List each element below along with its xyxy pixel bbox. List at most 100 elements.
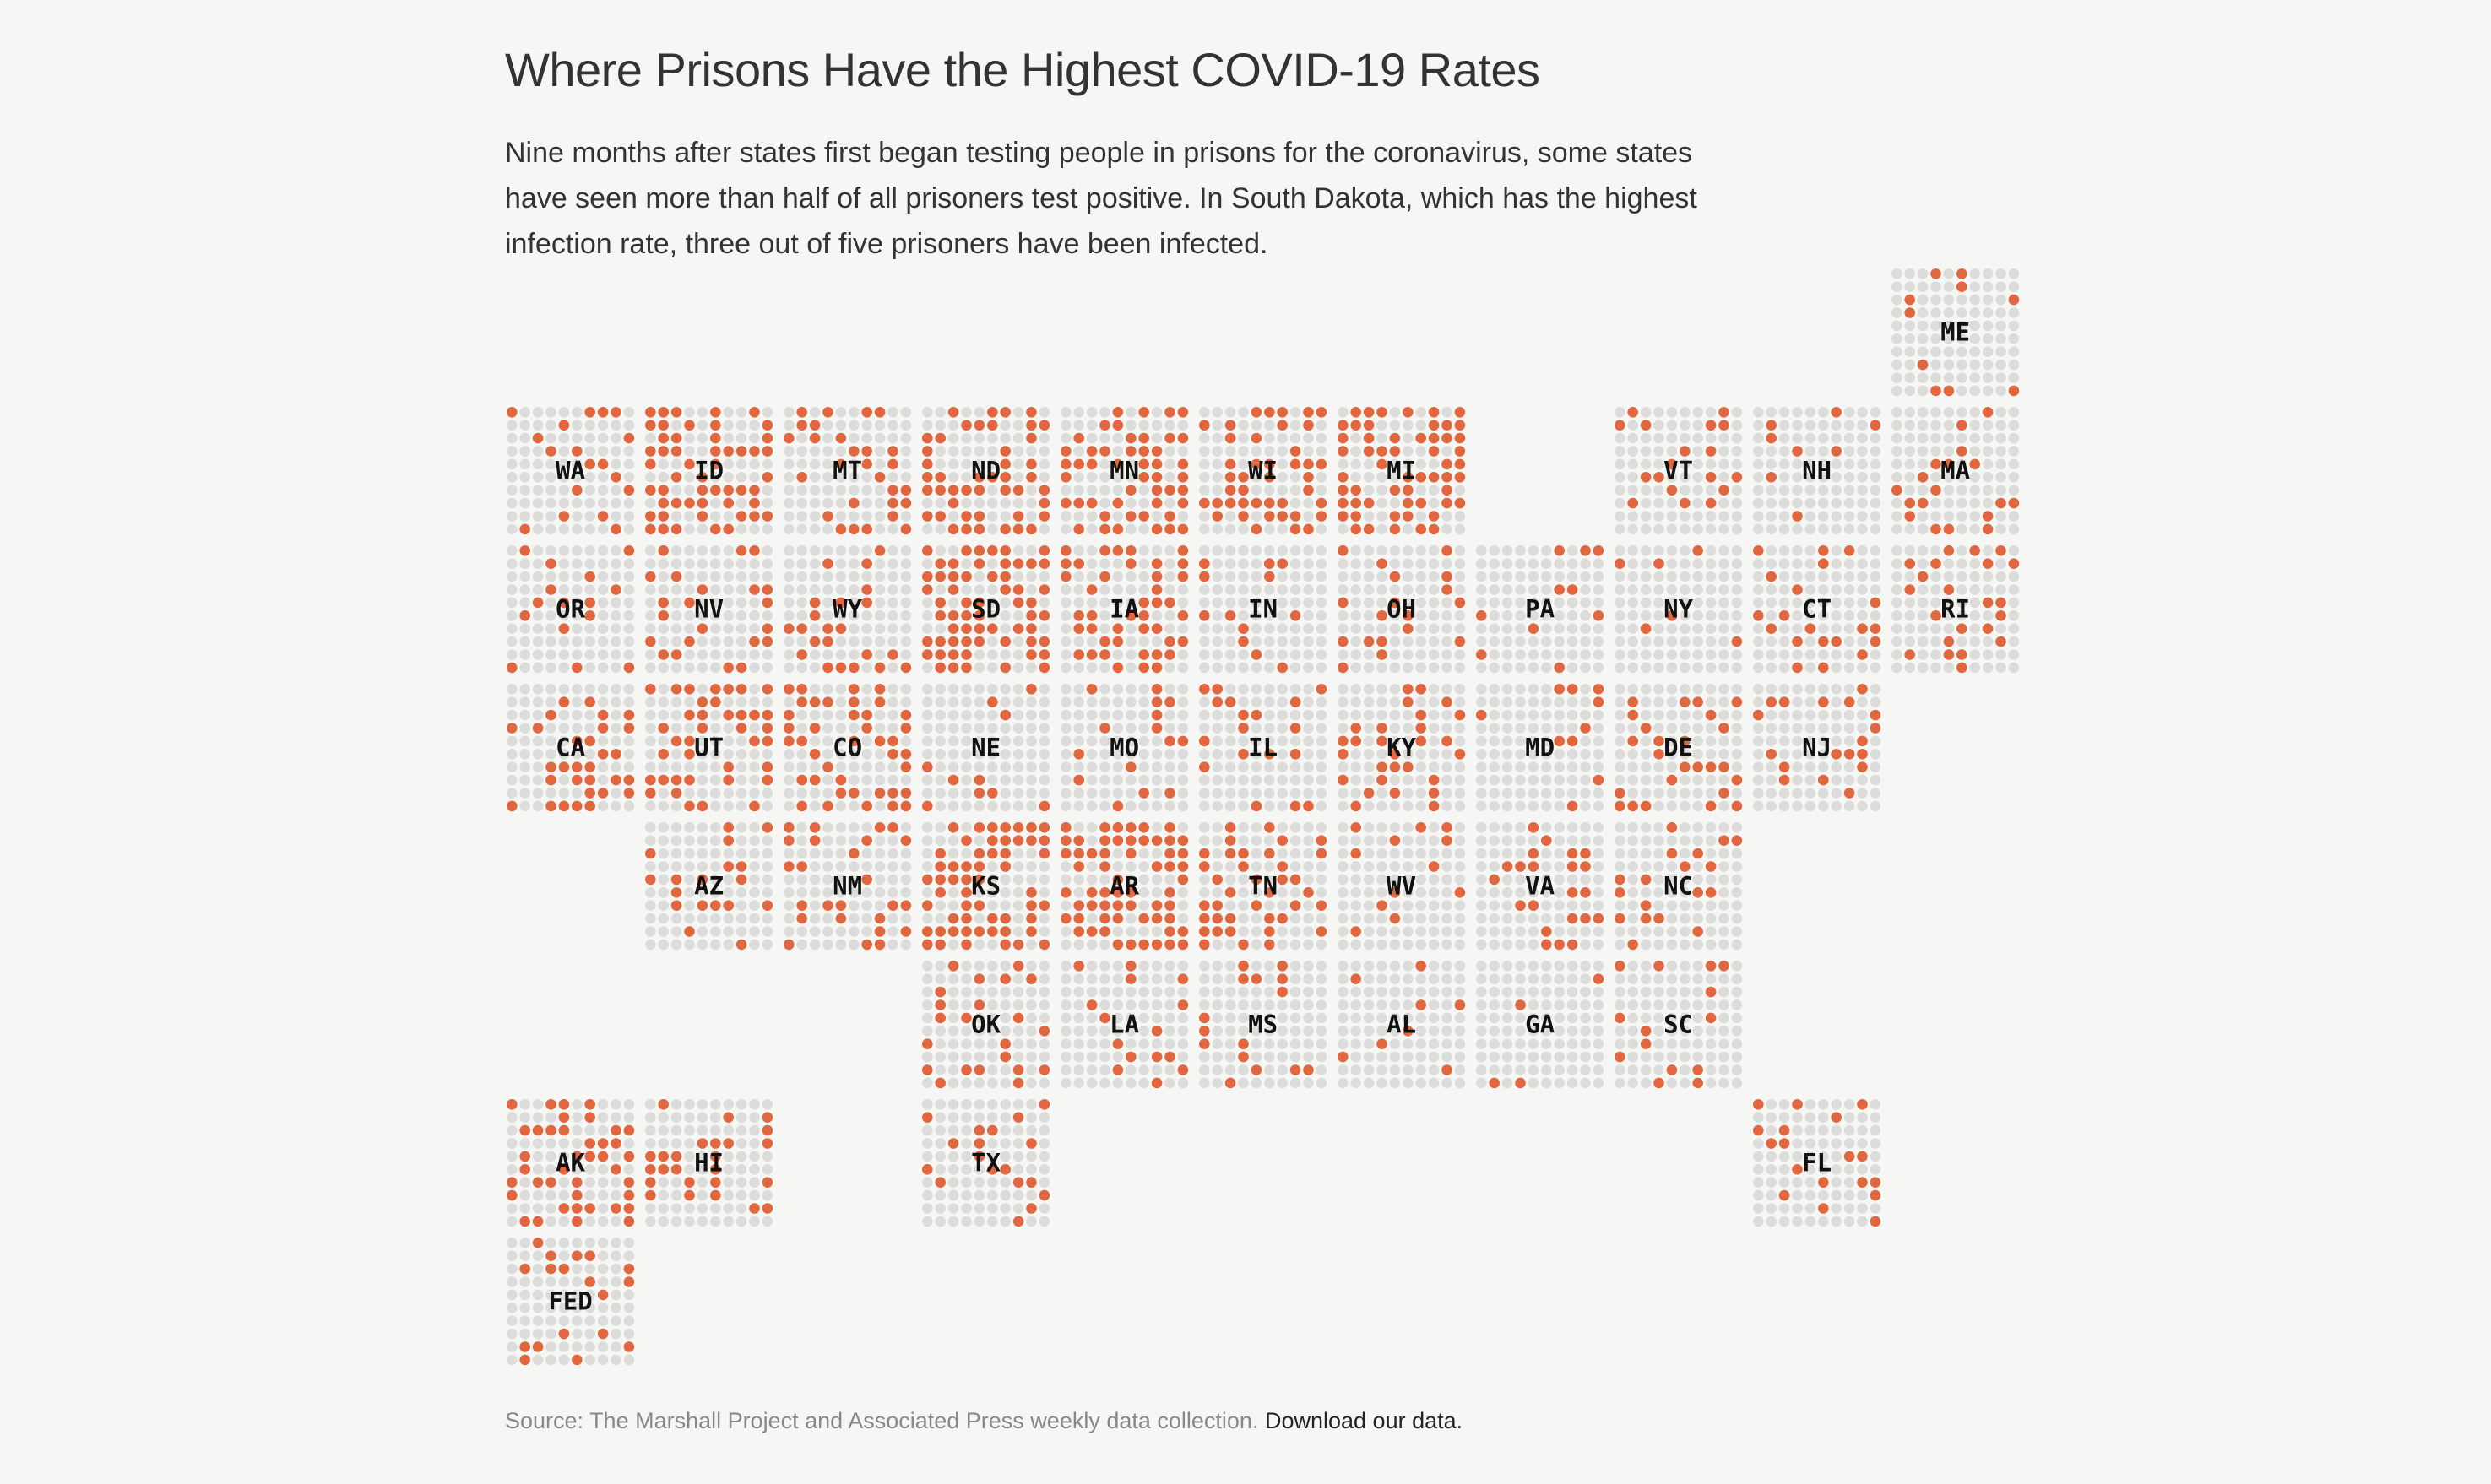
state-tile-ne[interactable]: NE (922, 684, 1050, 812)
neutral-dot (1389, 420, 1401, 431)
state-tile-nm[interactable]: NM (784, 822, 912, 951)
state-tile-ri[interactable]: RI (1891, 545, 2020, 674)
state-tile-tn[interactable]: TN (1199, 822, 1327, 951)
state-label: MA (1940, 457, 1970, 485)
state-tile-oh[interactable]: OH (1338, 545, 1466, 674)
positive-dot (961, 900, 972, 911)
state-tile-mn[interactable]: MN (1061, 407, 1189, 535)
positive-dot (1138, 788, 1149, 799)
neutral-dot (1303, 684, 1314, 695)
neutral-dot (723, 749, 734, 760)
positive-dot (623, 1124, 635, 1136)
neutral-dot (1593, 822, 1604, 833)
neutral-dot (1441, 1012, 1452, 1024)
neutral-dot (874, 485, 886, 496)
state-tile-va[interactable]: VA (1476, 822, 1604, 951)
positive-dot (861, 800, 872, 812)
positive-dot (762, 446, 773, 457)
neutral-dot (1956, 432, 1967, 444)
neutral-dot (861, 788, 872, 799)
state-tile-nc[interactable]: NC (1615, 822, 1743, 951)
neutral-dot (849, 472, 860, 483)
state-tile-ca[interactable]: CA (507, 684, 635, 812)
state-tile-ak[interactable]: AK (507, 1099, 635, 1227)
neutral-dot (2008, 320, 2020, 332)
state-tile-wa[interactable]: WA (507, 407, 635, 535)
positive-dot (1303, 420, 1314, 431)
neutral-dot (1818, 761, 1829, 772)
state-tile-sd[interactable]: SD (922, 545, 1050, 674)
positive-dot (947, 1138, 959, 1149)
state-tile-md[interactable]: MD (1476, 684, 1604, 812)
state-tile-id[interactable]: ID (645, 407, 773, 535)
state-tile-il[interactable]: IL (1199, 684, 1327, 812)
neutral-dot (623, 749, 635, 760)
state-tile-sc[interactable]: SC (1615, 961, 1743, 1089)
state-tile-or[interactable]: OR (507, 545, 635, 674)
state-tile-ia[interactable]: IA (1061, 545, 1189, 674)
state-tile-ms[interactable]: MS (1199, 961, 1327, 1089)
state-tile-ks[interactable]: KS (922, 822, 1050, 951)
state-tile-wi[interactable]: WI (1199, 407, 1327, 535)
positive-dot (809, 432, 821, 444)
neutral-dot (922, 407, 933, 418)
state-tile-wv[interactable]: WV (1338, 822, 1466, 951)
neutral-dot (1995, 662, 2006, 674)
state-tile-wy[interactable]: WY (784, 545, 912, 674)
state-tile-nv[interactable]: NV (645, 545, 773, 674)
positive-dot (507, 662, 518, 674)
state-tile-ct[interactable]: CT (1753, 545, 1881, 674)
state-tile-mi[interactable]: MI (1338, 407, 1466, 535)
state-tile-ga[interactable]: GA (1476, 961, 1604, 1089)
state-tile-co[interactable]: CO (784, 684, 912, 812)
neutral-dot (1039, 446, 1050, 457)
state-tile-nh[interactable]: NH (1753, 407, 1881, 535)
neutral-dot (1541, 973, 1552, 984)
neutral-dot (1566, 1026, 1578, 1037)
state-tile-tx[interactable]: TX (922, 1099, 1050, 1227)
state-tile-vt[interactable]: VT (1615, 407, 1743, 535)
positive-dot (1224, 610, 1236, 621)
state-tile-de[interactable]: DE (1615, 684, 1743, 812)
neutral-dot (735, 696, 747, 707)
neutral-dot (1112, 1012, 1124, 1024)
neutral-dot (1666, 472, 1678, 483)
positive-dot (670, 649, 682, 660)
positive-dot (1415, 735, 1426, 747)
positive-dot (1428, 523, 1440, 535)
state-tile-nj[interactable]: NJ (1753, 684, 1881, 812)
state-tile-mo[interactable]: MO (1061, 684, 1189, 812)
state-tile-ok[interactable]: OK (922, 961, 1050, 1089)
state-tile-ma[interactable]: MA (1891, 407, 2020, 535)
neutral-dot (1350, 610, 1361, 621)
state-tile-me[interactable]: ME (1891, 268, 2020, 397)
positive-dot (749, 636, 760, 647)
neutral-dot (1640, 887, 1652, 898)
state-tile-ny[interactable]: NY (1615, 545, 1743, 674)
state-tile-pa[interactable]: PA (1476, 545, 1604, 674)
state-tile-nd[interactable]: ND (922, 407, 1050, 535)
state-tile-in[interactable]: IN (1199, 545, 1327, 674)
state-tile-ky[interactable]: KY (1338, 684, 1466, 812)
neutral-dot (1316, 723, 1327, 734)
neutral-dot (1389, 961, 1401, 972)
state-tile-ar[interactable]: AR (1061, 822, 1189, 951)
neutral-dot (1350, 696, 1361, 707)
neutral-dot (1653, 684, 1664, 695)
neutral-dot (1212, 986, 1223, 998)
state-tile-al[interactable]: AL (1338, 961, 1466, 1089)
neutral-dot (545, 420, 556, 431)
state-tile-ut[interactable]: UT (645, 684, 773, 812)
neutral-dot (1917, 268, 1929, 279)
state-tile-la[interactable]: LA (1061, 961, 1189, 1089)
neutral-dot (1753, 788, 1764, 799)
positive-dot (922, 939, 933, 951)
state-tile-az[interactable]: AZ (645, 822, 773, 951)
neutral-dot (1718, 973, 1729, 984)
neutral-dot (1476, 1026, 1487, 1037)
state-tile-hi[interactable]: HI (645, 1099, 773, 1227)
state-tile-mt[interactable]: MT (784, 407, 912, 535)
neutral-dot (1554, 788, 1565, 799)
neutral-dot (784, 584, 795, 595)
positive-dot (1238, 749, 1249, 760)
